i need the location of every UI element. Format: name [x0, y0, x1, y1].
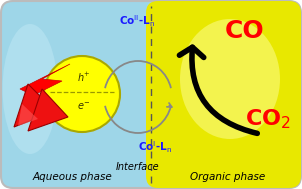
Text: CO$_2$: CO$_2$ [245, 107, 291, 131]
Ellipse shape [2, 24, 57, 154]
Text: $e^{-}$: $e^{-}$ [77, 101, 91, 112]
FancyBboxPatch shape [146, 1, 301, 188]
Text: $h^{+}$: $h^{+}$ [77, 70, 91, 84]
Polygon shape [18, 64, 70, 124]
Text: Co$^{\rm II}$-L$_{\rm n}$: Co$^{\rm II}$-L$_{\rm n}$ [119, 13, 155, 29]
Polygon shape [18, 104, 38, 126]
Text: Interface: Interface [116, 162, 160, 172]
Ellipse shape [180, 19, 280, 139]
Polygon shape [28, 89, 68, 131]
Text: Organic phase: Organic phase [190, 172, 266, 182]
Polygon shape [14, 84, 55, 127]
Text: Co$^{\rm I}$-L$_{\rm n}$: Co$^{\rm I}$-L$_{\rm n}$ [138, 139, 172, 155]
Circle shape [44, 56, 120, 132]
Text: CO: CO [225, 19, 265, 43]
Text: Aqueous phase: Aqueous phase [32, 172, 112, 182]
